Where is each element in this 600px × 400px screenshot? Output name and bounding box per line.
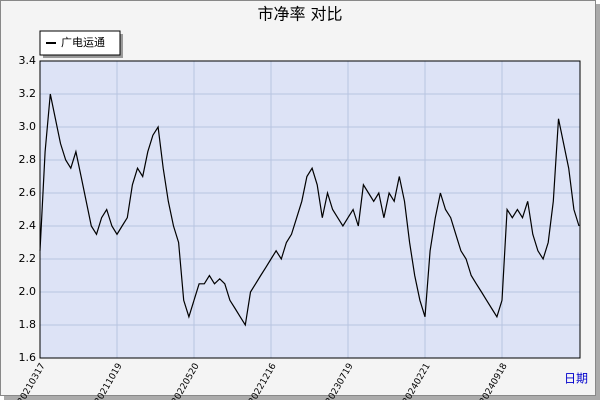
y-tick-label: 1.8 bbox=[19, 318, 37, 331]
y-tick-label: 2.4 bbox=[19, 219, 37, 232]
legend-label: 广电运通 bbox=[61, 36, 105, 49]
y-tick-label: 2.0 bbox=[19, 285, 37, 298]
shadow bbox=[4, 396, 600, 400]
y-tick-label: 1.6 bbox=[19, 351, 37, 364]
y-tick-label: 2.8 bbox=[19, 153, 37, 166]
shadow bbox=[596, 4, 600, 400]
chart-title: 市净率 对比 bbox=[257, 5, 342, 24]
y-tick-label: 3.4 bbox=[19, 54, 37, 67]
plot-border bbox=[39, 60, 581, 359]
line bbox=[39, 93, 580, 327]
y-tick-label: 2.6 bbox=[19, 186, 37, 199]
plot-area bbox=[39, 60, 581, 359]
x-axis-label: 日期 bbox=[564, 372, 588, 386]
y-tick-label: 2.2 bbox=[19, 252, 37, 265]
y-tick-label: 3.2 bbox=[19, 87, 37, 100]
y-tick-label: 3.0 bbox=[19, 120, 37, 133]
